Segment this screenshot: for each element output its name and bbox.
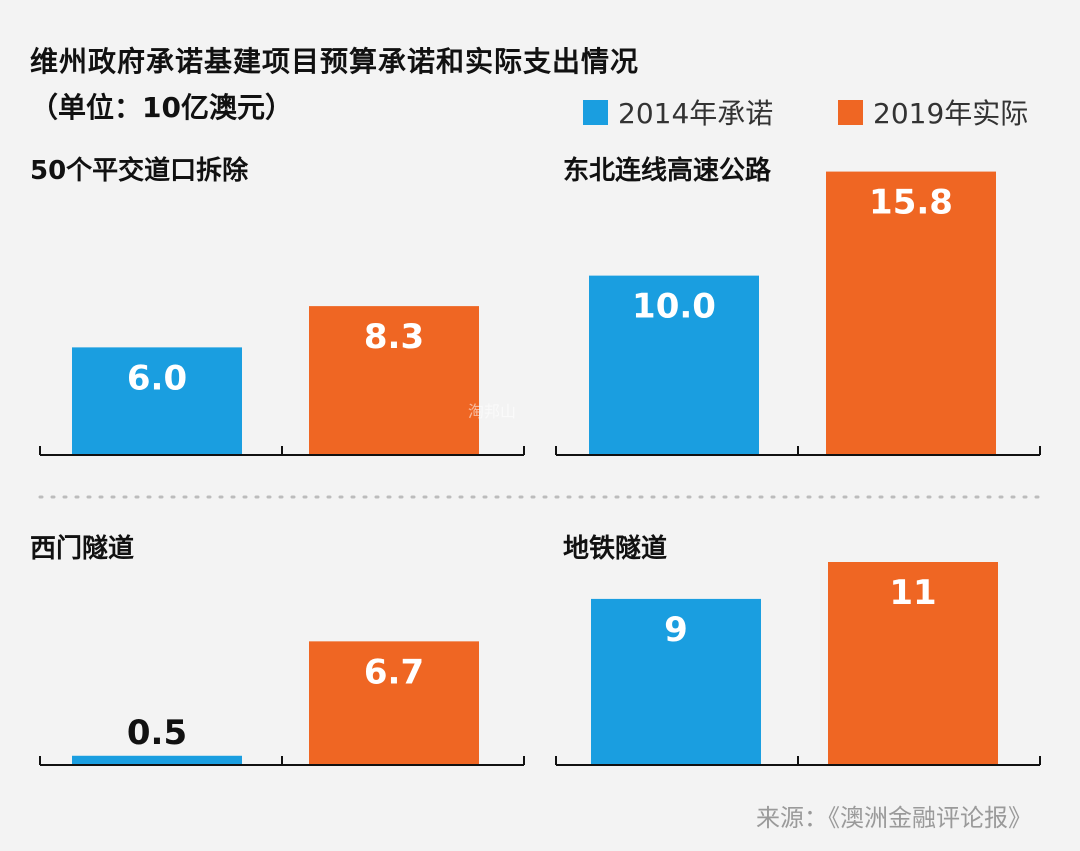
panel-title-level-crossings: 50个平交道口拆除 xyxy=(30,156,249,186)
source-note: 来源：《澳洲金融评论报》 xyxy=(756,804,1032,832)
bar-north-east-link-2019 xyxy=(826,171,996,455)
data-label-level-crossings-2019: 8.3 xyxy=(364,317,424,357)
data-label-west-gate-tunnel-2019: 6.7 xyxy=(364,652,424,692)
bar-north-east-link-2014 xyxy=(589,275,759,455)
data-label-metro-tunnel-2019: 11 xyxy=(889,573,936,613)
bar-west-gate-tunnel-2014 xyxy=(72,755,242,765)
data-label-north-east-link-2014: 10.0 xyxy=(632,287,716,327)
bar-metro-tunnel-2019 xyxy=(828,562,998,765)
bar-west-gate-tunnel-2019 xyxy=(309,641,479,765)
bar-level-crossings-2014 xyxy=(72,347,242,455)
panel-title-west-gate-tunnel: 西门隧道 xyxy=(30,534,135,564)
legend-swatch-blue xyxy=(583,99,608,125)
chart-title: 维州政府承诺基建项目预算承诺和实际支出情况 xyxy=(30,45,640,78)
unit-label: （单位：10亿澳元） xyxy=(30,91,293,124)
data-label-level-crossings-2014: 6.0 xyxy=(127,358,187,398)
legend-label-2014: 2014年承诺 xyxy=(618,97,774,130)
bar-level-crossings-2019 xyxy=(309,306,479,455)
legend-label-2019: 2019年实际 xyxy=(873,97,1029,130)
legend: 2014年承诺 2019年实际 xyxy=(0,92,1080,132)
legend-swatch-orange xyxy=(838,99,863,125)
watermark: 淘邦山 xyxy=(468,402,517,421)
data-label-north-east-link-2019: 15.8 xyxy=(869,183,953,223)
legend-item-2019: 2019年实际 xyxy=(838,92,1028,132)
data-label-west-gate-tunnel-2014: 0.5 xyxy=(127,713,187,753)
legend-item-2014: 2014年承诺 xyxy=(583,92,773,132)
bar-metro-tunnel-2014 xyxy=(591,598,761,765)
panel-title-metro-tunnel: 地铁隧道 xyxy=(563,534,668,564)
panel-title-north-east-link: 东北连线高速公路 xyxy=(563,156,772,186)
data-label-metro-tunnel-2014: 9 xyxy=(664,610,688,650)
